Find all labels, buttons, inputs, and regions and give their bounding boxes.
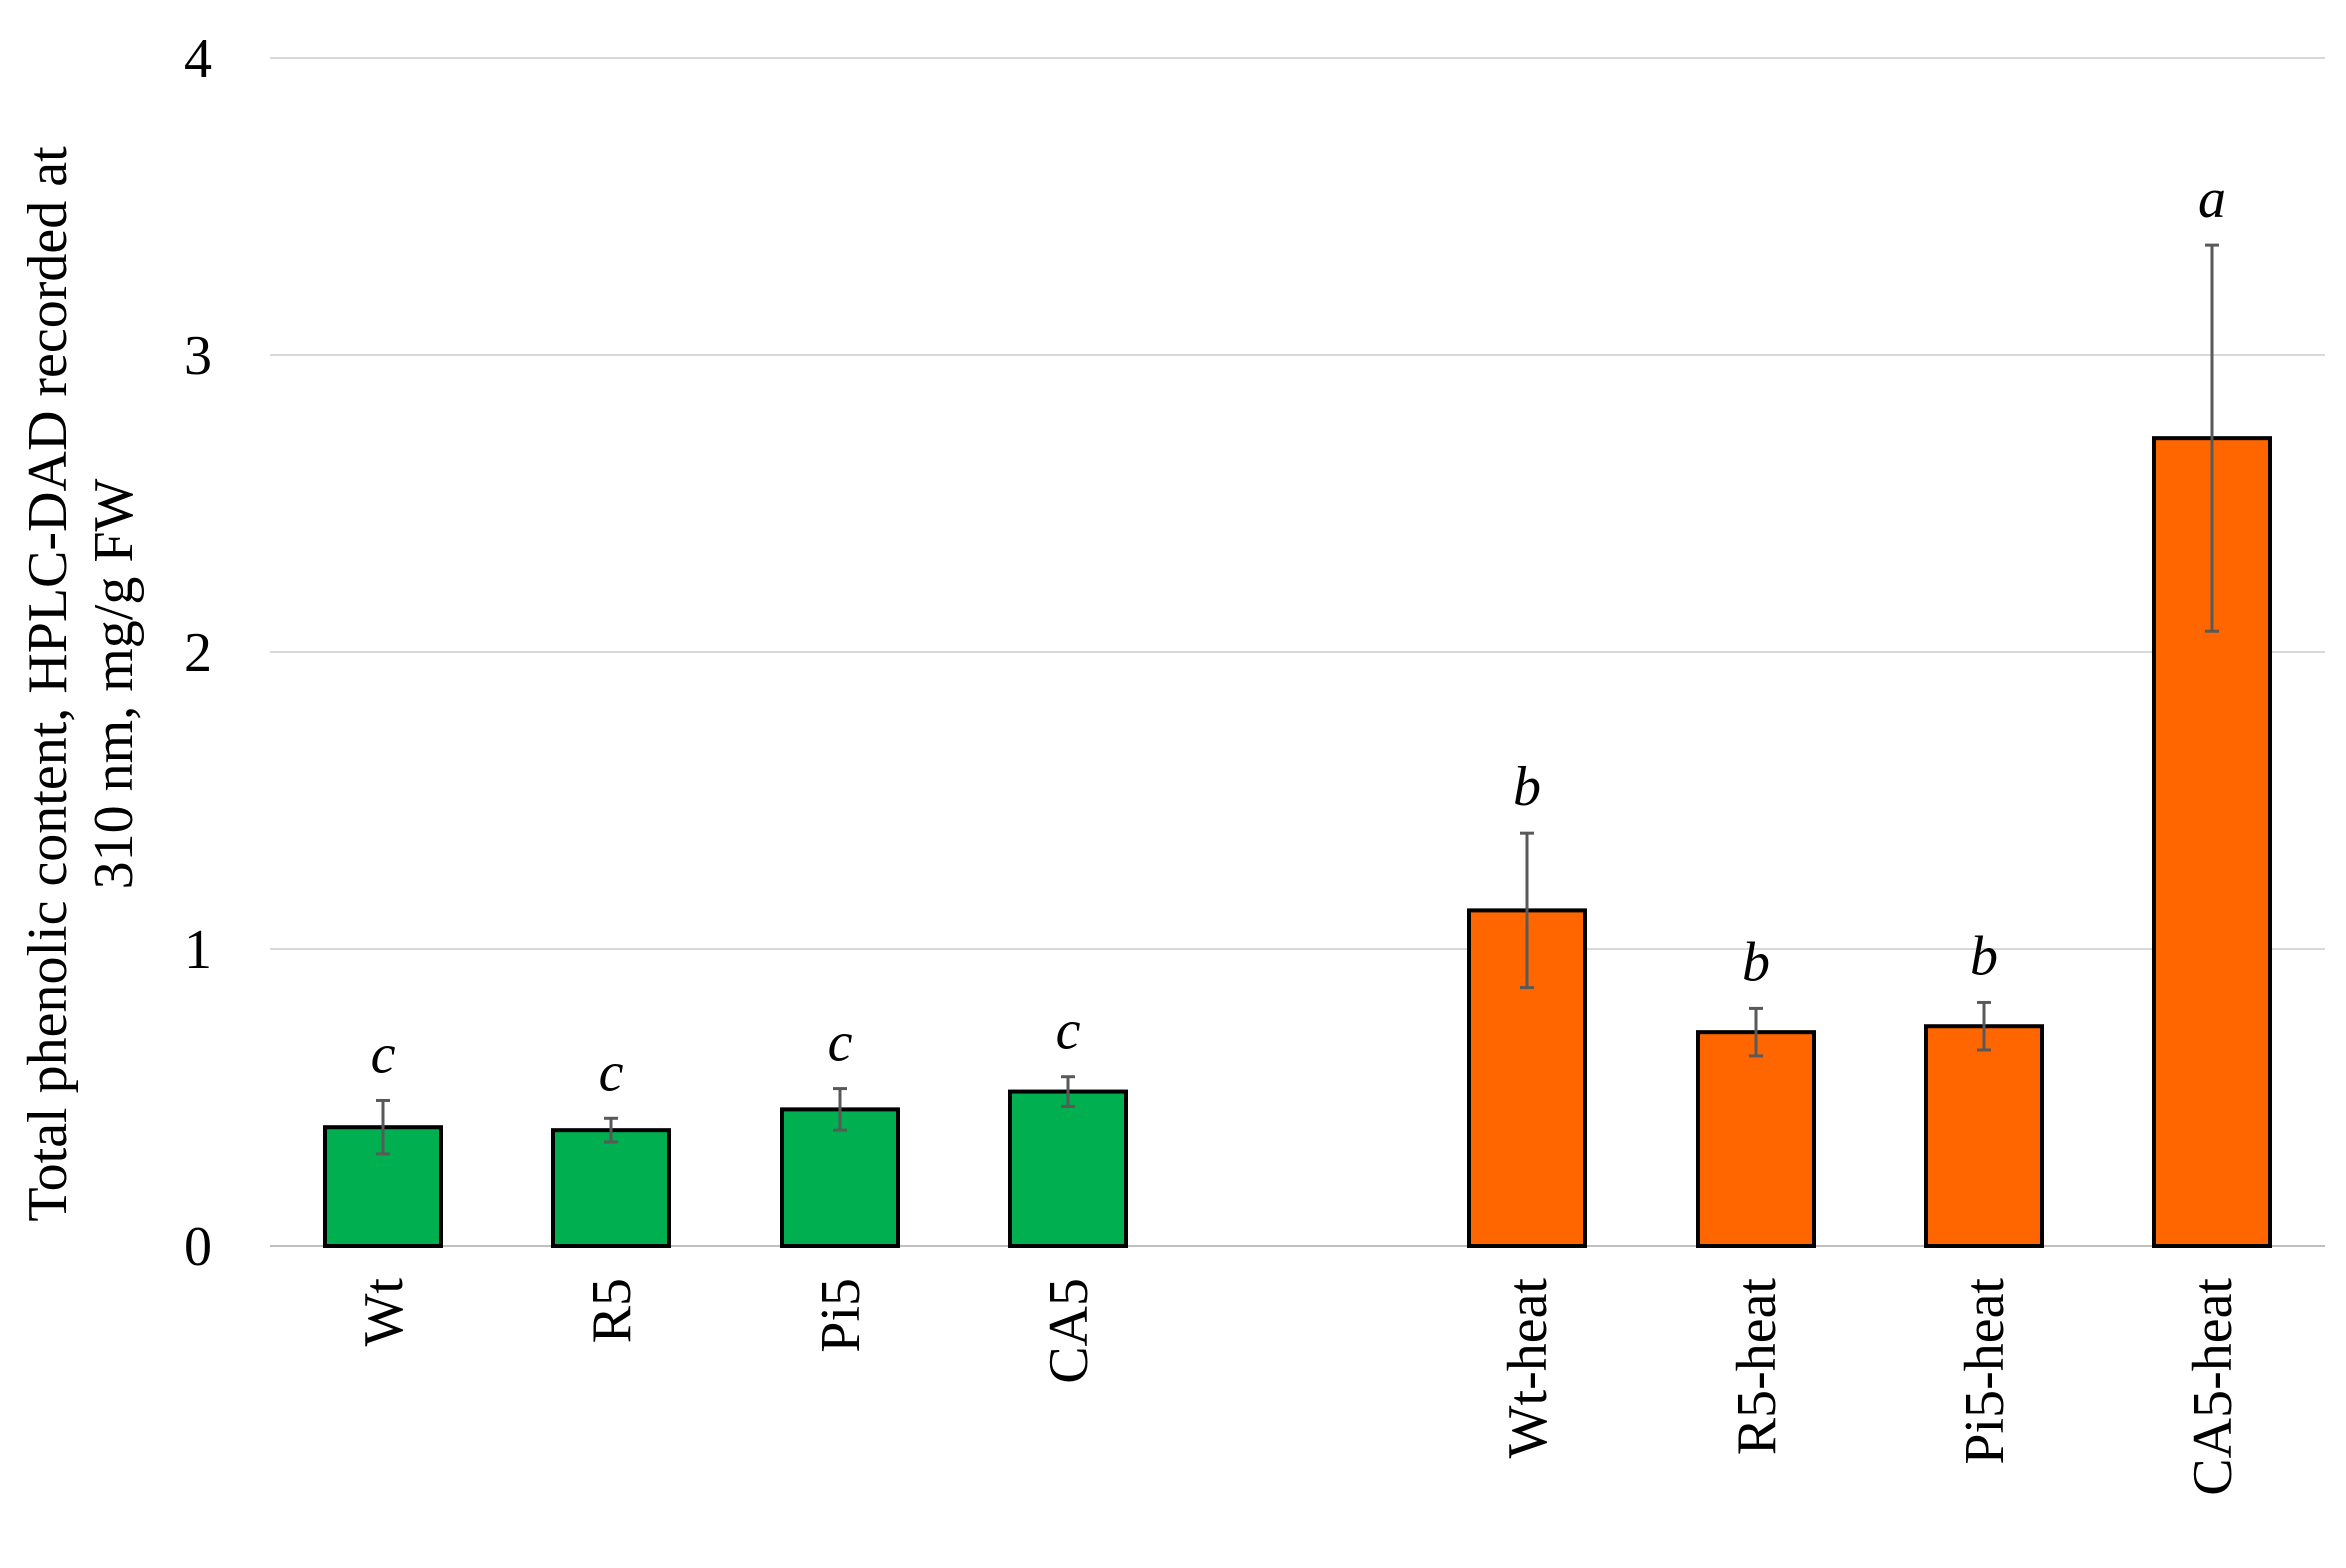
bar-ca5 bbox=[1010, 1092, 1126, 1246]
x-axis-category-labels: Wt R5 Pi5 CA5 Wt-heat R5-heat Pi5-heat CA5-heat bbox=[353, 1278, 2244, 1496]
significance-letter: c bbox=[599, 1041, 624, 1103]
y-tick-label: 0 bbox=[184, 1216, 212, 1278]
category-label: Wt-heat bbox=[1497, 1278, 1559, 1459]
y-axis-title: Total phenolic content, HPLC-DAD recorde… bbox=[17, 146, 145, 1222]
bar-r5-heat bbox=[1698, 1032, 1814, 1246]
significance-letter: c bbox=[828, 1012, 853, 1074]
significance-letter: b bbox=[1970, 925, 1998, 987]
category-label: CA5 bbox=[1038, 1278, 1100, 1384]
significance-letter: c bbox=[1056, 1000, 1081, 1062]
significance-letter: c bbox=[371, 1023, 396, 1085]
y-tick-label: 4 bbox=[184, 28, 212, 90]
significance-letter: b bbox=[1513, 756, 1541, 818]
y-tick-label: 3 bbox=[184, 325, 212, 387]
significance-letter: b bbox=[1742, 931, 1770, 993]
category-label: R5 bbox=[581, 1278, 643, 1343]
y-axis-title-line: Total phenolic content, HPLC-DAD recorde… bbox=[17, 146, 79, 1222]
bar-r5 bbox=[553, 1130, 669, 1246]
y-axis-title-line: 310 nm, mg/g FW bbox=[83, 479, 145, 890]
significance-letter: a bbox=[2198, 168, 2226, 230]
error-bars bbox=[376, 245, 2219, 1154]
bars bbox=[325, 438, 2270, 1246]
category-label: Pi5 bbox=[810, 1278, 872, 1353]
category-label: R5-heat bbox=[1726, 1278, 1788, 1456]
category-label: Wt bbox=[353, 1278, 415, 1347]
category-label: CA5-heat bbox=[2182, 1278, 2244, 1496]
significance-letters: c c c c b b b a bbox=[371, 168, 2226, 1103]
y-tick-label: 1 bbox=[184, 919, 212, 981]
y-axis-tick-labels: 0 1 2 3 4 bbox=[184, 28, 212, 1278]
category-label: Pi5-heat bbox=[1954, 1278, 2016, 1465]
y-tick-label: 2 bbox=[184, 622, 212, 684]
bar-pi5-heat bbox=[1926, 1026, 2042, 1246]
